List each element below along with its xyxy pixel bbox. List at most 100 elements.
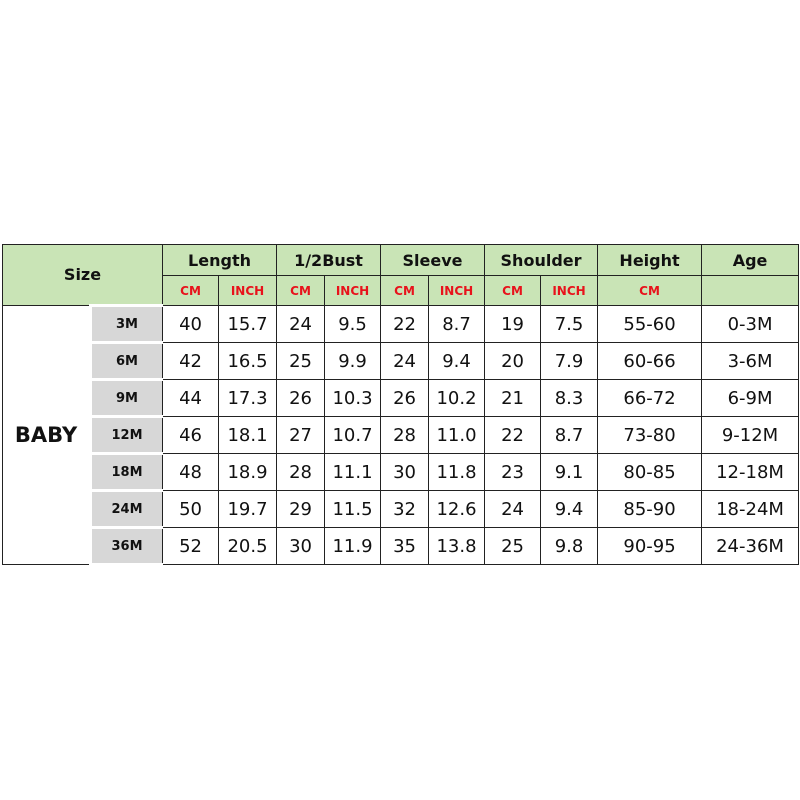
table-cell: 55-60 — [597, 305, 703, 343]
table-cell: 18-24M — [701, 490, 800, 528]
table-cell: 23 — [484, 453, 542, 491]
table-cell: 11.0 — [428, 416, 486, 454]
unit-header: CM — [276, 275, 326, 306]
group-header: Sleeve — [380, 244, 486, 276]
unit-header — [701, 275, 800, 306]
size-label: 9M — [88, 378, 164, 418]
table-cell: 10.2 — [428, 379, 486, 417]
table-cell: 18.9 — [218, 453, 278, 491]
table-cell: 20 — [484, 342, 542, 380]
table-cell: 24 — [484, 490, 542, 528]
size-header: Size — [1, 244, 164, 306]
table-cell: 16.5 — [218, 342, 278, 380]
table-cell: 13.8 — [428, 527, 486, 565]
table-cell: 85-90 — [597, 490, 703, 528]
unit-header: CM — [162, 275, 220, 306]
group-header: Length — [162, 244, 278, 276]
group-header: Height — [597, 244, 703, 276]
table-cell: 3-6M — [701, 342, 800, 380]
table-cell: 11.1 — [324, 453, 382, 491]
group-header: Shoulder — [484, 244, 599, 276]
table-cell: 21 — [484, 379, 542, 417]
group-header: 1/2Bust — [276, 244, 382, 276]
table-cell: 25 — [276, 342, 326, 380]
table-cell: 42 — [162, 342, 220, 380]
table-row: 9M 44 17.3 26 10.3 26 10.2 21 8.3 66-72 6-9M — [3, 378, 800, 418]
table-cell: 50 — [162, 490, 220, 528]
table-cell: 30 — [276, 527, 326, 565]
table-cell: 26 — [380, 379, 430, 417]
unit-header: INCH — [218, 275, 278, 306]
table-cell: 11.9 — [324, 527, 382, 565]
table-cell: 11.5 — [324, 490, 382, 528]
table-cell: 26 — [276, 379, 326, 417]
table-cell: 24 — [276, 305, 326, 343]
table-cell: 0-3M — [701, 305, 800, 343]
table-cell: 48 — [162, 453, 220, 491]
table-cell: 73-80 — [597, 416, 703, 454]
table-cell: 8.7 — [428, 305, 486, 343]
table-cell: 17.3 — [218, 379, 278, 417]
table-cell: 7.9 — [540, 342, 599, 380]
table-cell: 22 — [380, 305, 430, 343]
table-row: 36M 52 20.5 30 11.9 35 13.8 25 9.8 90-95 24-36M — [3, 526, 800, 566]
table-cell: 29 — [276, 490, 326, 528]
table-cell: 9-12M — [701, 416, 800, 454]
table-cell: 6-9M — [701, 379, 800, 417]
size-label: 3M — [88, 304, 164, 344]
table-cell: 90-95 — [597, 527, 703, 565]
table-row: 18M 48 18.9 28 11.1 30 11.8 23 9.1 80-85 12-18M — [3, 452, 800, 492]
table-row: 24M 50 19.7 29 11.5 32 12.6 24 9.4 85-90 18-24M — [3, 489, 800, 529]
table-cell: 12.6 — [428, 490, 486, 528]
table-cell: 27 — [276, 416, 326, 454]
table-cell: 20.5 — [218, 527, 278, 565]
size-label: 24M — [88, 489, 164, 529]
table-row: BABY 3M 40 15.7 24 9.5 22 8.7 19 7.5 55-60 0-3M — [2, 304, 800, 565]
table-cell: 32 — [380, 490, 430, 528]
table-cell: 15.7 — [218, 305, 278, 343]
table-cell: 28 — [276, 453, 326, 491]
table-cell: 22 — [484, 416, 542, 454]
table-cell: 7.5 — [540, 305, 599, 343]
table-cell: 24-36M — [701, 527, 800, 565]
size-chart-table: Size Length 1/2Bust Sleeve Shoulder Heig… — [1, 244, 800, 566]
table-row: 12M 46 18.1 27 10.7 28 11.0 22 8.7 73-80 9-12M — [3, 415, 800, 455]
table-cell: 19 — [484, 305, 542, 343]
table-cell: 11.8 — [428, 453, 486, 491]
size-label: 18M — [88, 452, 164, 492]
table-cell: 28 — [380, 416, 430, 454]
group-header: Age — [701, 244, 800, 276]
unit-header: INCH — [324, 275, 382, 306]
table-cell: 40 — [162, 305, 220, 343]
table-cell: 8.7 — [540, 416, 599, 454]
table-cell: 80-85 — [597, 453, 703, 491]
table-cell: 52 — [162, 527, 220, 565]
unit-header: INCH — [428, 275, 486, 306]
table-cell: 8.3 — [540, 379, 599, 417]
table-cell: 9.4 — [540, 490, 599, 528]
category-label: BABY — [2, 305, 91, 565]
table-cell: 44 — [162, 379, 220, 417]
table-cell: 24 — [380, 342, 430, 380]
unit-header: CM — [597, 275, 703, 306]
table-cell: 18.1 — [218, 416, 278, 454]
size-label: 12M — [88, 415, 164, 455]
table-cell: 9.8 — [540, 527, 599, 565]
table-cell: 10.7 — [324, 416, 382, 454]
unit-header: CM — [380, 275, 430, 306]
table-cell: 9.9 — [324, 342, 382, 380]
table-cell: 66-72 — [597, 379, 703, 417]
table-cell: 25 — [484, 527, 542, 565]
table-cell: 46 — [162, 416, 220, 454]
size-label: 6M — [88, 341, 164, 381]
table-cell: 35 — [380, 527, 430, 565]
unit-header: INCH — [540, 275, 599, 306]
table-cell: 9.5 — [324, 305, 382, 343]
table-cell: 19.7 — [218, 490, 278, 528]
size-label: 36M — [88, 526, 164, 566]
table-cell: 12-18M — [701, 453, 800, 491]
table-cell: 60-66 — [597, 342, 703, 380]
table-cell: 10.3 — [324, 379, 382, 417]
table-cell: 9.4 — [428, 342, 486, 380]
table-cell: 30 — [380, 453, 430, 491]
